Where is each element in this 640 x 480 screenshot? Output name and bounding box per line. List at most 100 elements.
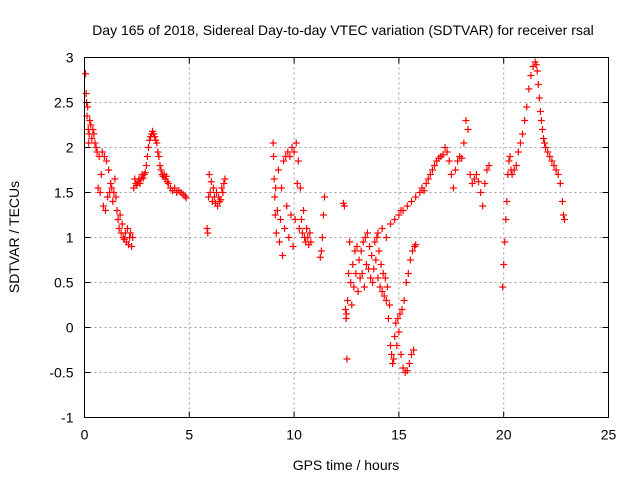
data-point [397,351,405,358]
data-point [532,61,540,69]
data-point [349,261,357,268]
data-point [443,148,451,156]
data-point [97,171,105,178]
data-point [366,243,374,250]
data-point [501,238,509,246]
data-point [275,238,283,246]
data-point [403,202,411,210]
data-point [341,306,349,313]
data-point [387,342,395,349]
data-point [449,184,457,192]
data-point [383,283,391,291]
data-point [272,229,280,237]
data-point [340,202,348,210]
data-point [412,241,420,249]
data-point [376,283,384,291]
data-point [274,166,282,174]
data-point [458,154,466,162]
data-point [182,194,190,202]
x-tick-label: 25 [601,427,617,443]
data-point [558,198,566,205]
data-point [499,283,507,291]
y-tick-label: -0.5 [49,365,73,381]
data-point [353,243,361,250]
data-point [462,117,470,124]
data-point [416,189,424,196]
x-axis-ticks: 0 5 10 15 20 25 [81,57,617,443]
data-point [559,211,567,219]
data-point [155,153,163,160]
data-point [89,126,97,133]
data-point [472,171,480,178]
data-point [379,270,387,277]
data-point [428,166,436,174]
data-point [288,144,296,151]
data-point [470,175,478,183]
data-point [439,151,447,159]
data-point [271,193,279,201]
data-point [347,279,355,286]
data-point [398,306,406,313]
grid-lines [84,57,609,418]
data-point [219,189,227,196]
data-point [345,270,353,277]
data-point [361,234,369,241]
data-point [375,247,383,255]
data-point [390,355,398,363]
data-point [503,198,511,205]
data-point [475,178,483,186]
data-point [392,319,400,327]
data-point [512,162,520,169]
data-point [447,171,455,178]
data-point [550,162,558,169]
data-point [505,157,513,165]
data-point [162,172,170,180]
data-point [276,216,284,223]
data-point [296,184,304,192]
data-point [110,189,118,196]
data-point [393,342,401,349]
data-point [85,139,93,147]
data-point [84,103,92,111]
data-point [406,256,414,264]
data-point [114,216,122,223]
data-point [145,136,153,144]
data-point [319,211,327,219]
data-point [287,211,295,219]
data-point [128,243,136,250]
data-point [283,202,291,210]
y-axis-ticks: -1 -0.5 0 0.5 1 1.5 2 2.5 3 [49,50,609,426]
x-axis-label: GPS time / hours [293,457,400,473]
data-point [372,256,380,264]
data-point [483,166,491,174]
data-point [352,270,360,277]
x-tick-label: 10 [286,427,302,443]
data-point [207,178,215,186]
data-point [516,139,524,147]
data-point [116,211,124,219]
data-point [355,256,363,264]
data-point [127,229,135,237]
data-point [468,180,476,187]
data-point [204,229,212,237]
data-point [94,184,102,192]
data-point [281,225,289,232]
data-point [409,247,417,255]
data-point [354,288,362,295]
data-point [82,90,90,97]
data-point [297,216,305,223]
data-point [129,234,137,241]
data-point [86,117,94,124]
data-point [82,70,90,78]
data-point [271,211,279,219]
data-point [290,148,298,156]
data-point [541,139,549,147]
data-point [363,229,371,237]
data-point [270,175,278,183]
data-point [554,171,562,178]
data-point [370,265,378,273]
data-point [344,297,352,304]
y-tick-label: 2 [66,140,74,156]
data-point [220,180,228,187]
data-point [405,360,413,367]
